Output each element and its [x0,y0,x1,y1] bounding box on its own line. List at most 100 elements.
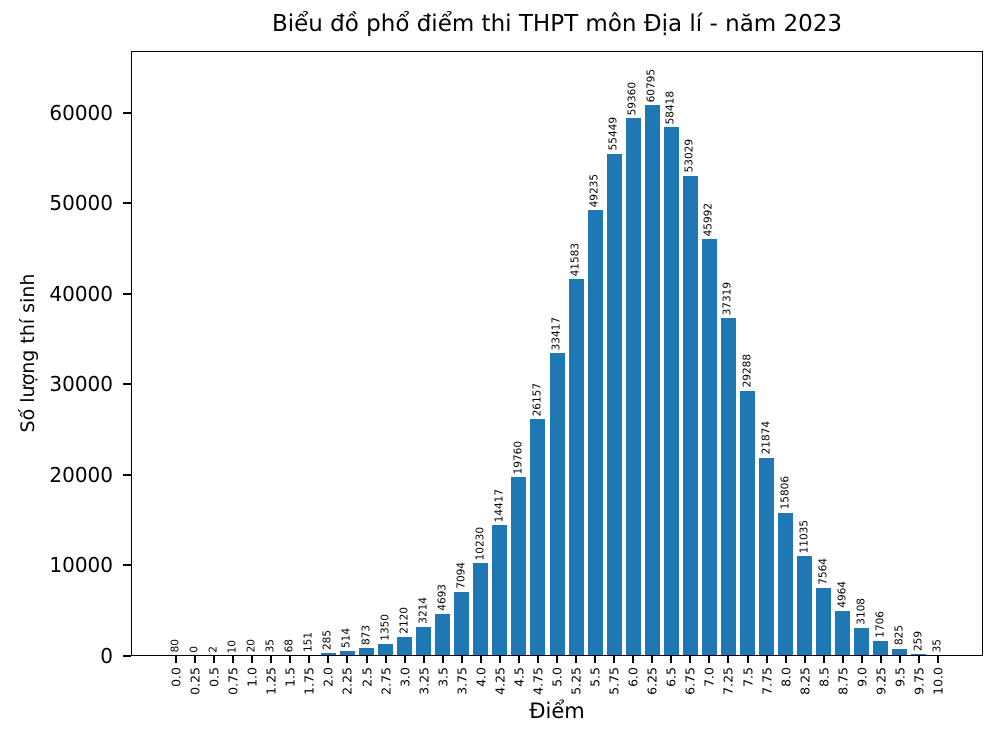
x-tick-mark [746,656,749,663]
x-axis: 0.0 0.25 0.5 0.75 1.0 1.25 1.5 1.75 2.0 2.25 2.5 2.… [131,656,983,726]
x-tick-label: 2.25 [339,667,355,695]
x-tick-mark [346,656,349,663]
x-tick-label: 1.75 [301,667,317,695]
bar [511,477,527,656]
bar [892,648,908,656]
x-tick-mark [308,656,311,663]
bar-value-label: 53029 [683,139,696,173]
x-tick-label: 8.5 [816,667,832,687]
bar-value-label: 19760 [512,440,525,475]
bar-value-label: 10230 [474,526,487,561]
bar [416,626,432,656]
x-tick-mark [708,656,711,663]
bar [568,279,584,656]
x-tick-mark [422,656,425,663]
bar [778,512,794,656]
y-tick-label: 50000 [49,191,113,216]
bar-value-label: 873 [359,625,372,646]
y-tick-mark [123,111,131,114]
x-tick-label: 6.5 [663,667,679,687]
y-tick-label: 0 [100,644,113,668]
x-tick-label: 3.25 [416,667,432,695]
y-tick-label: 60000 [49,100,113,125]
x-tick-mark [879,656,882,663]
bar-value-label: 2120 [398,607,411,634]
x-tick-mark [365,656,368,663]
x-tick-label: 3.75 [454,667,470,695]
bar [720,318,736,656]
x-tick-mark [460,656,463,663]
bar [873,640,889,656]
bar-value-label: 11035 [798,519,811,554]
bar [530,419,546,656]
x-tick-mark [784,656,787,663]
bar-value-label: 41583 [569,242,582,277]
x-tick-label: 5.0 [549,667,565,687]
x-tick-mark [594,656,597,663]
bar-value-label: 2 [207,646,220,653]
y-tick-label: 30000 [49,372,113,397]
y-tick-mark [123,564,131,567]
x-tick-label: 7.5 [739,667,755,687]
bar [359,648,374,656]
x-tick-mark [613,656,616,663]
x-tick-mark [251,656,254,663]
x-tick-label: 4.0 [473,667,489,687]
x-tick-label: 9.0 [854,667,870,687]
bar-value-label: 514 [340,628,353,649]
bar-value-label: 285 [321,630,334,651]
bar [663,126,679,656]
y-tick-mark [123,383,131,386]
bar-value-label: 33417 [550,316,563,351]
x-tick-label: 4.25 [492,667,508,695]
bar-value-label: 15806 [779,476,792,510]
x-tick-mark [441,656,444,663]
y-tick-mark [123,655,131,657]
bar-value-label: 14417 [493,489,506,523]
x-tick-label: 2.0 [320,667,336,687]
x-tick-mark [194,656,197,663]
bar [816,587,832,656]
x-tick-label: 2.5 [358,667,374,687]
x-tick-label: 9.75 [911,667,927,695]
x-axis-label: Điểm [529,699,585,723]
bar-value-label: 21874 [760,421,773,455]
y-axis: 0 10000 20000 30000 40000 50000 60000 [0,51,131,666]
x-tick-label: 2.75 [377,667,393,695]
x-tick-mark [651,656,654,663]
bar [454,591,470,656]
x-tick-label: 0.0 [168,667,184,687]
x-tick-label: 3.5 [435,667,451,687]
y-tick-mark [123,473,131,476]
bar-value-label: 825 [893,625,906,646]
bar [911,653,927,656]
bar [682,175,698,656]
bar-value-label: 49235 [588,173,601,208]
x-tick-mark [384,656,387,663]
bar [625,118,641,656]
x-tick-label: 0.25 [187,667,203,695]
bar-value-label: 4964 [836,581,849,609]
x-tick-mark [479,656,482,663]
x-tick-label: 9.5 [892,667,908,687]
bar-value-label: 3108 [855,598,868,625]
x-tick-label: 9.25 [873,667,889,695]
x-tick-mark [937,656,939,663]
x-tick-mark [327,656,330,663]
y-tick-mark [123,292,131,295]
bar-value-label: 151 [302,631,315,652]
x-tick-mark [860,656,863,663]
bar [473,563,489,656]
x-tick-mark [232,656,235,663]
x-tick-label: 7.25 [720,667,736,695]
x-tick-mark [803,656,806,663]
bar [759,457,775,656]
bar-value-label: 58418 [664,90,677,124]
x-tick-label: 0.75 [225,667,241,695]
bar [701,239,717,656]
x-tick-label: 5.5 [587,667,603,687]
bar-value-label: 0 [188,646,201,653]
plot-area: 80 0 2 10 20 35 68 151 285 514 873 1350 2120 3214 4693… [131,51,983,656]
bar [397,636,413,656]
bar [740,390,755,656]
